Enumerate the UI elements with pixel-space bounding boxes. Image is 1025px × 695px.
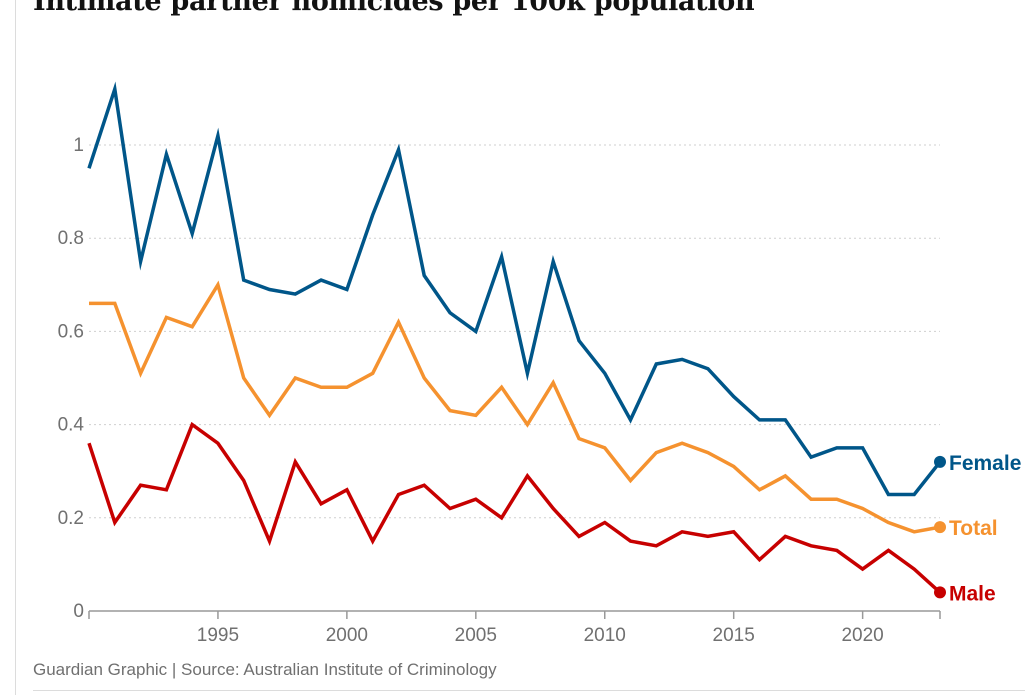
x-tick-label: 1995 bbox=[197, 625, 239, 646]
series-line-male bbox=[87, 421, 942, 594]
x-tick-label: 2000 bbox=[326, 625, 368, 646]
y-tick-label: 0 bbox=[73, 601, 84, 622]
series-endpoint-total bbox=[934, 521, 946, 534]
series-endpoint-female bbox=[934, 455, 946, 468]
grid-lines bbox=[89, 144, 940, 519]
y-tick-label: 0.6 bbox=[58, 321, 84, 342]
x-tick-label: 2020 bbox=[841, 625, 883, 646]
x-tick-label: 2010 bbox=[584, 625, 626, 646]
end-labels: Female Total Male bbox=[949, 452, 1021, 605]
x-tick-label: 2015 bbox=[713, 625, 755, 646]
series-label-total: Total bbox=[949, 517, 998, 540]
bottom-divider bbox=[33, 690, 1025, 691]
y-tick-label: 1 bbox=[73, 135, 84, 156]
source-credit: Guardian Graphic | Source: Australian In… bbox=[33, 660, 497, 679]
series-label-male: Male bbox=[949, 582, 996, 605]
series-endpoint-male bbox=[934, 586, 946, 599]
left-divider bbox=[15, 0, 16, 695]
y-tick-label: 0.2 bbox=[58, 508, 84, 529]
series-label-female: Female bbox=[949, 452, 1021, 475]
chart-title: Intimate partner homicides per 100k popu… bbox=[33, 0, 755, 17]
x-tick-label: 2005 bbox=[455, 625, 497, 646]
y-tick-label: 0.8 bbox=[58, 228, 84, 249]
axes: 0 0.2 0.4 0.6 0.8 1 1995 2000 2005 2010 2015 2020 bbox=[58, 135, 941, 646]
series-lines bbox=[87, 81, 946, 599]
series-line-total bbox=[89, 280, 941, 534]
y-tick-label: 0.4 bbox=[58, 415, 85, 436]
series-line-female bbox=[87, 81, 942, 497]
